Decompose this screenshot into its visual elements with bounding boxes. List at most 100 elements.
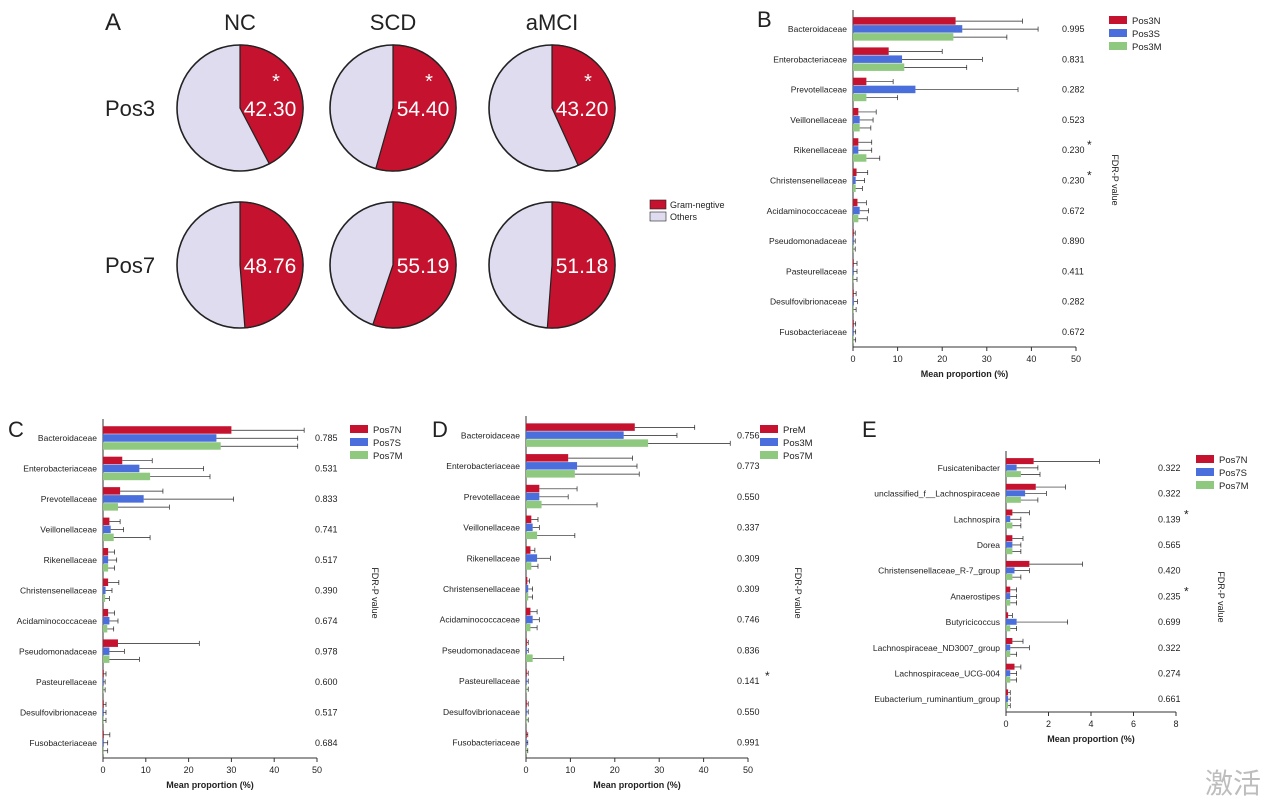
p-value-label: 0.672 — [1062, 327, 1085, 337]
bar — [853, 154, 867, 162]
category-label: Christensenellaceae — [770, 176, 847, 186]
bar — [1006, 638, 1013, 644]
bar — [853, 168, 857, 176]
legend-swatch — [1109, 29, 1127, 37]
bar — [103, 426, 232, 434]
bar — [526, 562, 532, 570]
x-tick-label: 30 — [226, 765, 236, 775]
category-label: Enterobacteriaceae — [446, 461, 520, 471]
bar — [1006, 644, 1011, 651]
x-tick-label: 30 — [982, 354, 992, 364]
category-label: Lachnospira — [954, 514, 1001, 524]
category-label: Fusicatenibacter — [938, 463, 1001, 473]
category-label: Pseudomonadaceae — [442, 645, 520, 655]
category-label: Enterobacteriaceae — [23, 464, 97, 474]
category-label: Rikenellaceae — [44, 555, 98, 565]
pie-value-label: 48.76 — [244, 255, 297, 278]
bar — [526, 615, 533, 624]
bar — [526, 577, 528, 585]
bar — [853, 93, 867, 102]
bar — [1006, 695, 1009, 702]
bar — [526, 484, 540, 493]
x-tick-label: 0 — [850, 354, 855, 364]
bar — [526, 439, 649, 447]
legend-swatch — [1196, 455, 1214, 463]
bar — [1006, 593, 1011, 600]
x-tick-label: 50 — [312, 765, 322, 775]
bar — [526, 585, 529, 593]
p-value-label: 0.756 — [737, 430, 760, 440]
bar — [103, 708, 104, 716]
bar — [103, 586, 106, 594]
bar — [526, 654, 533, 662]
bar — [853, 319, 854, 328]
category-label: Prevotellaceae — [791, 85, 848, 95]
p-value-label: 0.565 — [1158, 540, 1181, 550]
bar — [1006, 483, 1036, 490]
bar — [1006, 573, 1013, 580]
pie-gram-negative-slice — [372, 201, 457, 329]
significance-star: * — [1087, 169, 1092, 183]
p-value-label: 0.230 — [1062, 176, 1085, 186]
legend-label: Pos7N — [1219, 455, 1248, 466]
bar — [103, 456, 123, 465]
category-label: Desulfovibrionaceae — [20, 707, 97, 717]
bar — [526, 607, 531, 616]
category-label: Rikenellaceae — [467, 553, 521, 563]
p-value-label: 0.699 — [1158, 617, 1181, 627]
pie-gram-negative-slice — [546, 201, 616, 329]
category-label: Acidaminococcaceae — [17, 616, 98, 626]
significance-star: * — [272, 71, 280, 93]
x-tick-label: 10 — [893, 354, 903, 364]
p-value-label: 0.523 — [1062, 115, 1085, 125]
legend-swatch — [350, 425, 368, 433]
x-axis-title: Mean proportion (%) — [1047, 734, 1135, 744]
panel-letter: B — [757, 7, 772, 32]
x-tick-label: 2 — [1046, 719, 1051, 729]
bar — [1006, 651, 1011, 657]
bar — [1006, 535, 1013, 542]
bar — [853, 77, 867, 86]
legend-label: PreM — [783, 425, 806, 436]
x-tick-label: 30 — [654, 765, 664, 775]
p-value-label: 0.235 — [1158, 591, 1181, 601]
bar — [526, 715, 527, 724]
bar — [526, 423, 635, 431]
bar — [1006, 689, 1009, 696]
bar — [526, 707, 527, 716]
bar — [103, 564, 109, 572]
panel-letter: A — [105, 9, 121, 36]
x-tick-label: 50 — [743, 765, 753, 775]
legend-label: Pos7N — [373, 425, 402, 436]
bar — [526, 523, 533, 532]
legend-swatch — [760, 438, 778, 446]
group-label: SCD — [370, 10, 416, 35]
legend-swatch — [1196, 481, 1214, 489]
p-value-label: 0.684 — [315, 738, 338, 748]
bar — [103, 548, 109, 556]
p-value-label: 0.309 — [737, 553, 760, 563]
bar — [853, 275, 854, 283]
bar — [853, 198, 858, 207]
bar — [103, 594, 106, 602]
bar — [1006, 676, 1011, 683]
p-value-label: 0.600 — [315, 677, 338, 687]
bar — [103, 533, 114, 542]
legend-swatch — [350, 438, 368, 446]
significance-star: * — [425, 71, 433, 93]
side-axis-label: FDR-P value — [1216, 571, 1226, 622]
bar — [103, 434, 217, 442]
bar — [1006, 567, 1015, 574]
bar — [526, 546, 531, 554]
category-label: Fusobacteriaceae — [29, 738, 97, 748]
pie-value-label: 55.19 — [397, 255, 450, 278]
panel-c: C 0 10 20 30 40 50 Mean proportion (%) Bacteroid… — [8, 417, 403, 790]
pie-value-label: 43.20 — [556, 98, 609, 121]
bar — [1006, 458, 1034, 465]
legend-label: Pos7M — [1219, 481, 1249, 492]
p-value-label: 0.322 — [1158, 489, 1181, 499]
legend-label: Pos7M — [373, 451, 403, 462]
category-label: Acidaminococcaceae — [440, 615, 521, 625]
bar — [853, 85, 916, 94]
